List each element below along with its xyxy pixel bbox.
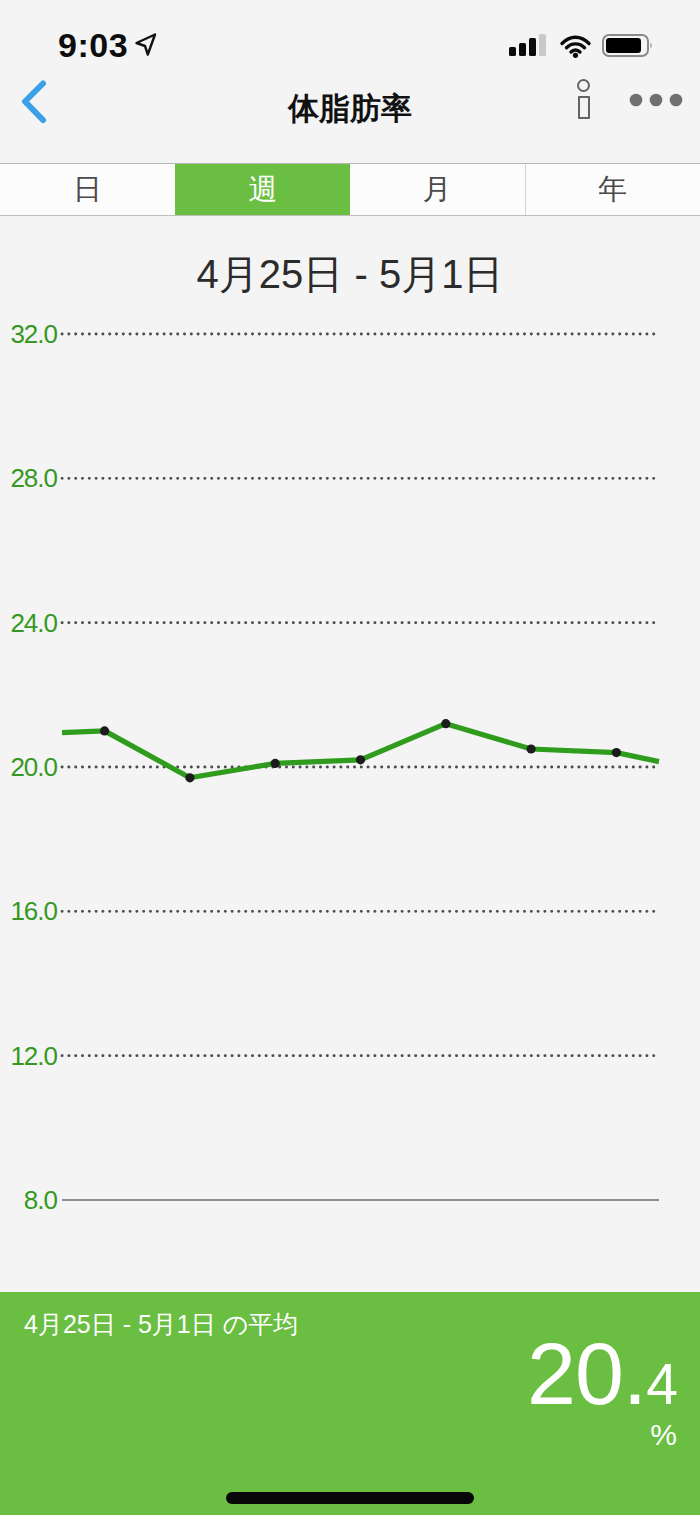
data-point-dot	[100, 726, 109, 735]
app-screen: 9:03	[0, 0, 700, 1515]
data-point-dot	[271, 759, 280, 768]
period-segmented-control: 日 週 月 年	[0, 163, 700, 216]
data-point-dot	[612, 748, 621, 757]
tab-day[interactable]: 日	[0, 164, 175, 215]
weekly-body-fat-chart[interactable]: 32.028.024.020.016.012.08.0月25火26水27木28金…	[0, 300, 700, 1215]
data-point-dot	[356, 755, 365, 764]
home-indicator[interactable]	[226, 1492, 474, 1504]
data-point-dot	[185, 773, 194, 782]
status-icons	[509, 34, 654, 62]
average-value-int: 20.	[527, 1330, 646, 1418]
average-label: 4月25日 - 5月1日 の平均	[24, 1308, 298, 1341]
more-options-button[interactable]	[629, 93, 683, 111]
chart-line	[62, 724, 659, 778]
average-value: 20.4	[527, 1330, 677, 1418]
average-value-dec: 4	[646, 1356, 677, 1413]
battery-icon	[602, 34, 654, 62]
cellular-signal-icon	[509, 34, 549, 62]
info-icon-body	[578, 96, 590, 119]
info-icon[interactable]	[576, 79, 591, 119]
tab-week[interactable]: 週	[175, 164, 351, 215]
tab-month[interactable]: 月	[350, 164, 525, 215]
status-time: 9:03	[58, 26, 128, 65]
average-summary-panel: 4月25日 - 5月1日 の平均 20.4 %	[0, 1292, 700, 1515]
y-axis-label: 24.0	[10, 608, 57, 638]
y-axis-label: 32.0	[10, 319, 57, 349]
chart-period-title: 4月25日 - 5月1日	[0, 250, 700, 298]
data-point-dot	[441, 719, 450, 728]
page-title: 体脂肪率	[0, 88, 700, 130]
average-unit: %	[650, 1418, 677, 1452]
y-axis-label: 12.0	[10, 1041, 57, 1071]
location-arrow-icon	[132, 31, 159, 62]
y-axis-label: 8.0	[24, 1185, 58, 1215]
status-bar: 9:03	[0, 0, 700, 66]
y-axis-label: 20.0	[10, 752, 57, 782]
y-axis-label: 28.0	[10, 463, 57, 493]
wifi-icon	[559, 34, 592, 62]
y-axis-label: 16.0	[10, 896, 57, 926]
tab-year[interactable]: 年	[525, 164, 700, 215]
info-icon-head	[577, 79, 590, 92]
nav-bar: 体脂肪率	[0, 66, 700, 163]
data-point-dot	[527, 744, 536, 753]
